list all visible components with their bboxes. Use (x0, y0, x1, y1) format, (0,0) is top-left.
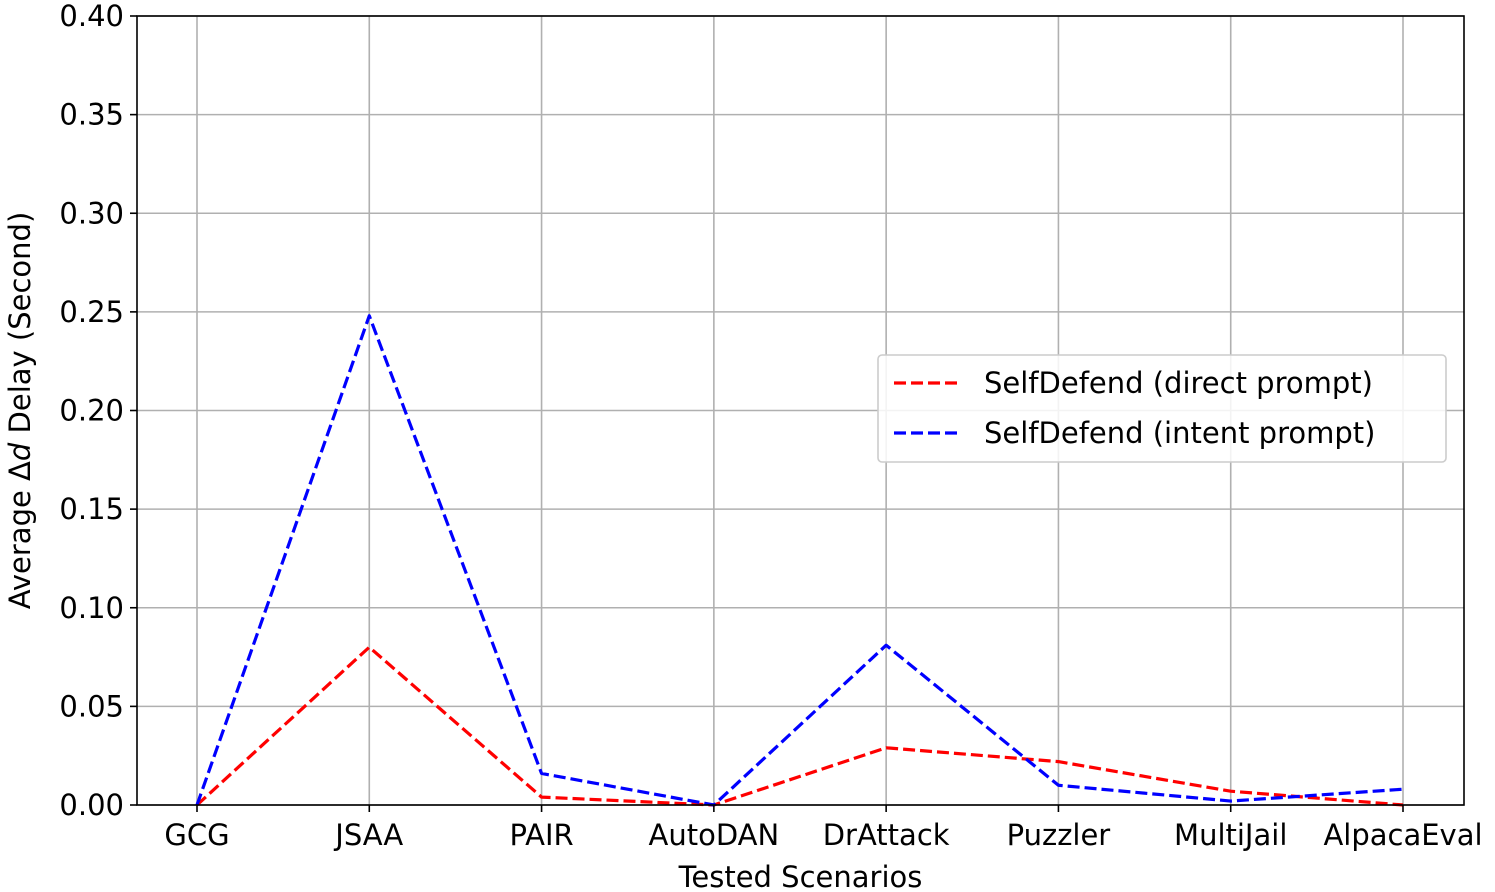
x-tick-label: AutoDAN (649, 818, 780, 852)
series-line-direct-prompt (195, 645, 1404, 807)
y-tick-label: 0.25 (59, 295, 124, 329)
x-tick-label: GCG (164, 818, 229, 852)
legend-label: SelfDefend (direct prompt) (984, 366, 1373, 400)
y-axis-ticks: 0.00 0.05 0.10 0.15 0.20 0.25 0.30 0.35 0.40 (59, 0, 137, 822)
x-axis-title: Tested Scenarios (678, 860, 923, 892)
series-line-intent-prompt (195, 314, 1404, 807)
legend-box (877, 354, 1447, 463)
y-tick-label: 0.05 (59, 689, 124, 723)
y-tick-label: 0.30 (59, 196, 124, 230)
x-tick-label: Puzzler (1007, 818, 1111, 852)
legend-label: SelfDefend (intent prompt) (984, 416, 1375, 450)
x-tick-label: MultiJail (1174, 818, 1287, 852)
x-tick-label: PAIR (509, 818, 573, 852)
y-tick-label: 0.40 (59, 0, 124, 33)
x-tick-label: JSAA (333, 818, 403, 852)
x-tick-label: DrAttack (823, 818, 950, 852)
x-tick-label: AlpacaEval (1323, 818, 1482, 852)
y-tick-label: 0.15 (59, 492, 124, 526)
y-tick-label: 0.00 (59, 788, 124, 822)
y-tick-label: 0.20 (59, 394, 124, 428)
y-tick-label: 0.35 (59, 98, 124, 132)
x-axis-ticks: GCG JSAA PAIR AutoDAN DrAttack Puzzler MultiJa… (164, 805, 1483, 852)
series-lines (195, 314, 1404, 807)
y-axis-title: Average Δd Delay (Second) (3, 212, 37, 610)
y-tick-label: 0.10 (59, 591, 124, 625)
legend: SelfDefend (direct prompt) SelfDefend (in… (877, 354, 1447, 463)
